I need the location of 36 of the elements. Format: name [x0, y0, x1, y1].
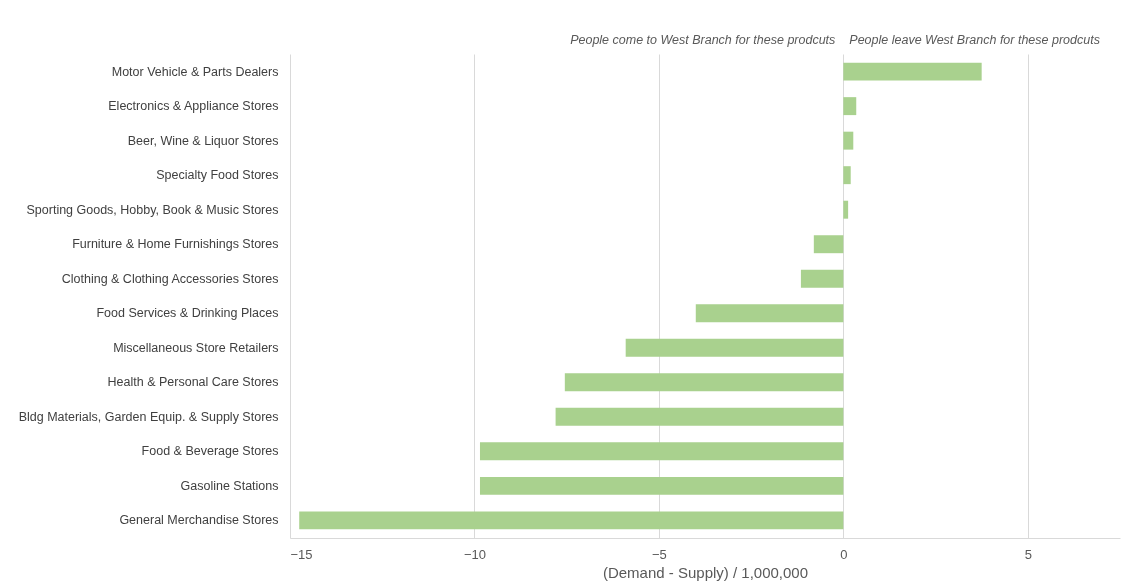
y-tick-label: Specialty Food Stores — [156, 168, 279, 183]
bar — [299, 511, 844, 530]
x-tick-label: −5 — [651, 546, 667, 562]
y-tick-label: Food & Beverage Stores — [141, 444, 279, 459]
y-tick-label: General Merchandise Stores — [119, 513, 279, 528]
y-tick-label: Food Services & Drinking Places — [96, 306, 279, 321]
x-tick-label: 0 — [840, 546, 848, 562]
bar — [479, 442, 844, 461]
bar — [800, 269, 844, 288]
y-tick-label: Beer, Wine & Liquor Stores — [127, 133, 279, 148]
y-tick-label: Motor Vehicle & Parts Dealers — [111, 64, 279, 79]
y-tick-label: Sporting Goods, Hobby, Book & Music Stores — [26, 202, 279, 217]
y-tick-label: Miscellaneous Store Retailers — [113, 340, 279, 355]
y-tick-label: Health & Personal Care Stores — [107, 375, 279, 390]
bar — [625, 338, 844, 357]
bar — [564, 373, 844, 392]
x-tick-label: −15 — [290, 546, 313, 562]
y-tick-label: Furniture & Home Furnishings Stores — [72, 237, 279, 252]
y-tick-label: Bldg Materials, Garden Equip. & Supply Stores — [18, 409, 279, 424]
bar — [843, 166, 851, 185]
x-tick-label: −10 — [463, 546, 486, 562]
y-tick-label: Clothing & Clothing Accessories Stores — [61, 271, 279, 286]
bar — [843, 97, 857, 116]
bar — [843, 62, 982, 81]
text: People come to West Branch for these prodcuts — [570, 33, 836, 47]
bar — [843, 131, 854, 150]
x-axis-title: (Demand - Supply) / 1,000,000 — [602, 563, 809, 581]
bar — [813, 235, 844, 254]
text: People leave West Branch for these prodcuts — [849, 33, 1100, 47]
bar — [695, 304, 844, 323]
bar — [479, 476, 844, 495]
bar — [843, 200, 849, 219]
y-tick-label: Electronics & Appliance Stores — [108, 99, 279, 114]
x-tick-label: 5 — [1024, 546, 1032, 562]
bar — [555, 407, 844, 426]
y-tick-label: Gasoline Stations — [180, 478, 279, 493]
